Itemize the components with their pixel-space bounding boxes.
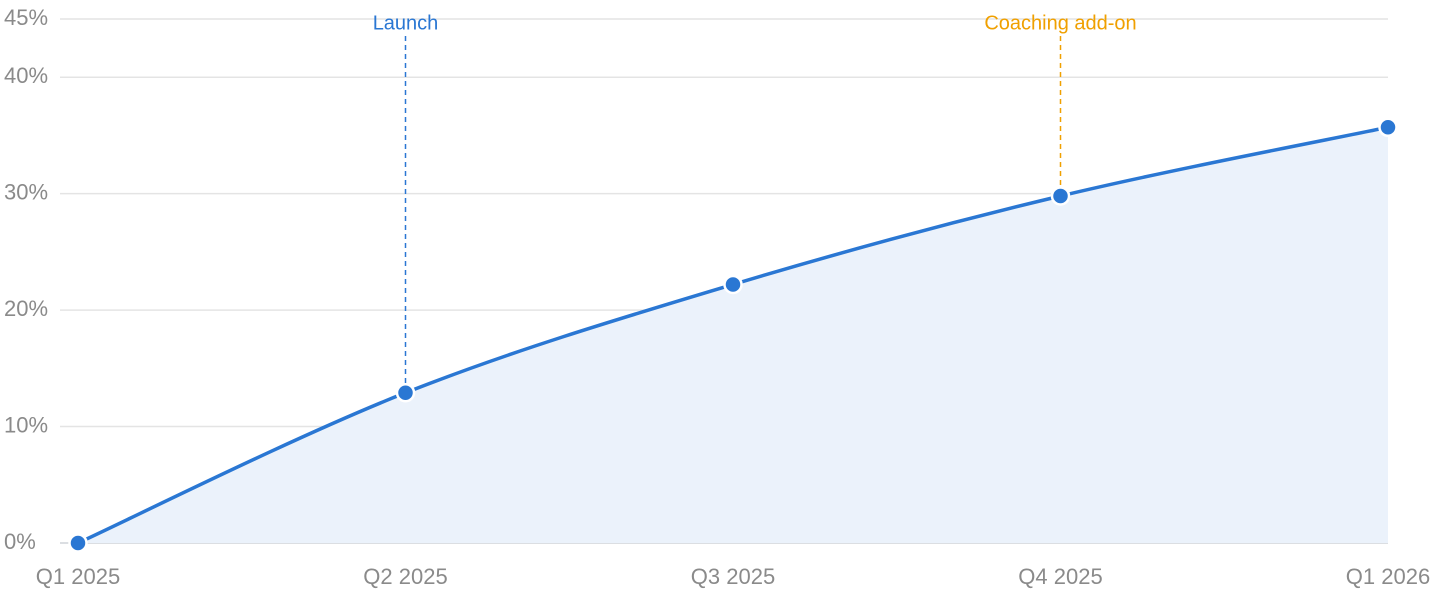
y-tick-label: 20% [4,296,48,321]
y-tick-label: 45% [4,5,48,30]
y-tick-label: 30% [4,179,48,204]
point [68,533,88,553]
point [723,274,743,295]
y-tick-label: 10% [4,412,48,437]
point [395,383,416,403]
y-tick-label: 0% [4,529,36,554]
annotation-label: Launch [373,12,439,34]
annotation-label: Coaching add-on [984,12,1136,34]
y-tick-label: 40% [4,63,48,88]
x-tick-label: Q2 2025 [363,564,447,589]
area [78,127,1388,543]
x-tick-label: Q1 2025 [36,564,120,589]
x-tick-label: Q4 2025 [1018,564,1102,589]
point [1050,186,1071,206]
x-tick-label: Q3 2025 [691,564,775,589]
point [1378,117,1398,138]
x-tick-label: Q1 2026 [1346,564,1430,589]
